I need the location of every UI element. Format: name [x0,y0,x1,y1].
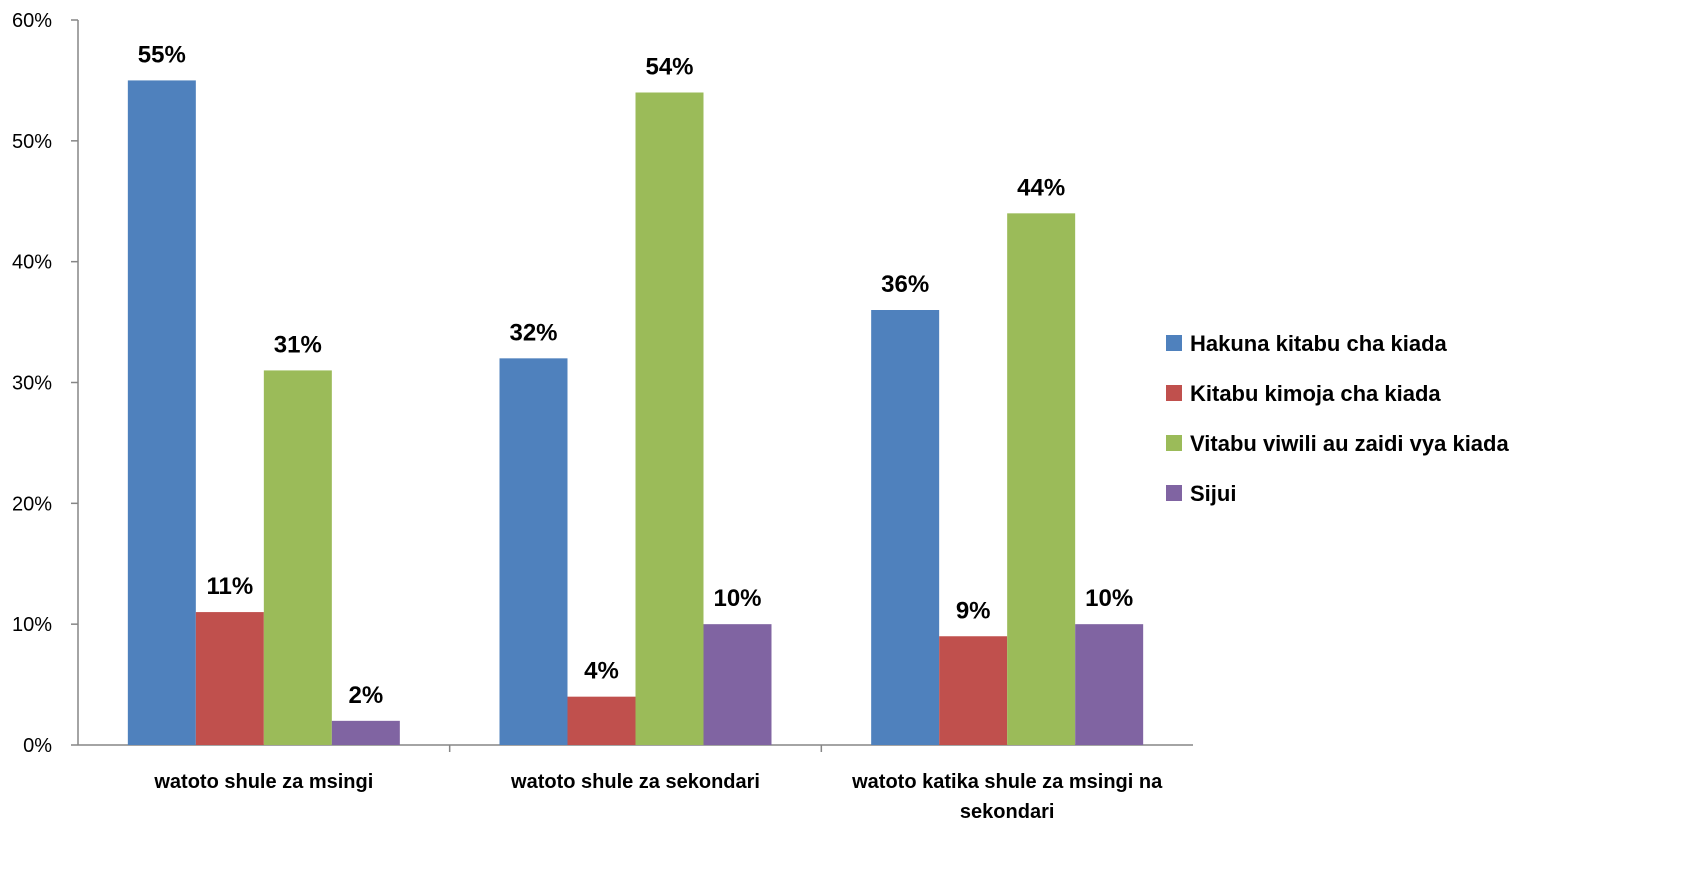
y-tick-label: 10% [12,614,52,636]
data-labels: 55% 32% 36% 11% 4% 9% 31% 54% 44% 2% 10% 10% [138,41,1133,708]
data-label: 2% [348,682,383,709]
bar [499,358,568,745]
bar [703,624,772,745]
legend-swatch [1166,435,1182,451]
y-tick-label: 60% [12,10,52,32]
data-label: 10% [713,585,761,612]
bar [939,636,1008,745]
bar [871,310,940,745]
data-label: 9% [956,597,991,624]
y-tick-label: 30% [12,373,52,395]
y-tick-label: 20% [12,493,52,515]
y-tick-label: 0% [23,735,52,757]
legend-swatch [1166,485,1182,501]
bar [195,612,264,745]
category-label: sekondari [960,801,1054,823]
data-label: 4% [584,658,619,685]
bar [263,370,332,745]
bar [1007,213,1076,746]
legend-entry: Vitabu viwili au zaidi vya kiada [1190,431,1509,456]
category-label: watoto shule za msingi [153,771,373,793]
category-label: watoto katika shule za msingi na [851,771,1163,793]
y-tick-label: 40% [12,252,52,274]
bar [567,696,636,745]
data-label: 54% [645,54,693,81]
data-label: 31% [274,331,322,358]
chart-bars [127,80,1144,746]
category-label: watoto shule za sekondari [510,771,760,793]
legend-swatch [1166,385,1182,401]
data-label: 44% [1017,174,1065,201]
bar [331,720,400,745]
legend-entry: Kitabu kimoja cha kiada [1190,381,1441,406]
bar [127,80,196,745]
legend-entry: Hakuna kitabu cha kiada [1190,331,1448,356]
legend: Hakuna kitabu cha kiada Kitabu kimoja cha… [1166,331,1509,506]
data-label: 11% [206,573,253,600]
data-label: 10% [1085,585,1133,612]
data-label: 36% [881,271,929,298]
legend-swatch [1166,335,1182,351]
y-tick-label: 50% [12,131,52,153]
bar [635,92,704,745]
data-label: 32% [509,319,557,346]
bar [1075,624,1144,745]
legend-entry: Sijui [1190,481,1236,506]
data-label: 55% [138,41,186,68]
category-labels: watoto shule za msingi watoto shule za se… [153,771,1163,823]
